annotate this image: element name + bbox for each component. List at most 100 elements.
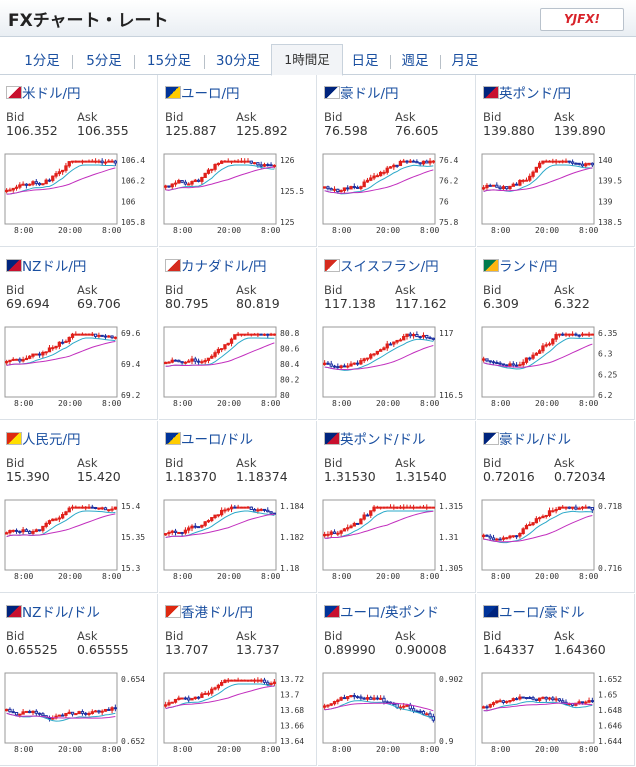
pair-name-link[interactable]: 英ポンド/円 — [499, 86, 572, 102]
tab-daily[interactable]: 日足 — [351, 53, 379, 69]
tab-monthly[interactable]: 月足 — [451, 53, 479, 69]
tab-1hour[interactable]: 1時間足 — [271, 44, 343, 76]
rate-card[interactable]: スイスフラン/円 Bid Ask 117.138 117.162 117 116.… — [318, 248, 476, 420]
pair-name-link[interactable]: 人民元/円 — [22, 432, 81, 448]
pair-name-link[interactable]: 豪ドル/円 — [340, 86, 399, 102]
candle-body — [392, 164, 396, 168]
ma-short-line — [165, 683, 275, 710]
rate-card[interactable]: 英ポンド/円 Bid Ask 139.880 139.890 140 139.5 1… — [477, 75, 635, 247]
ma-long-line — [483, 343, 593, 368]
pair-name-link[interactable]: 英ポンド/ドル — [340, 432, 426, 448]
candle-body — [87, 160, 91, 163]
candle-body — [11, 187, 15, 191]
pair-name-link[interactable]: NZドル/ドル — [22, 605, 100, 621]
candle-body — [415, 506, 419, 509]
candle-body — [537, 350, 542, 354]
candle-body — [229, 160, 234, 163]
candle-body — [57, 714, 62, 717]
candle-body — [551, 338, 555, 345]
candle-body — [180, 697, 184, 700]
candle-body — [200, 693, 204, 698]
tab-1min[interactable]: 1分足 — [24, 53, 60, 69]
pair-name-link[interactable]: スイスフラン/円 — [340, 259, 439, 275]
candle-body — [355, 362, 360, 365]
pair-name-link[interactable]: NZドル/円 — [22, 259, 87, 275]
candle-body — [183, 529, 188, 534]
candle-body — [167, 185, 171, 188]
candle-body — [547, 697, 552, 700]
tab-weekly[interactable]: 週足 — [401, 53, 429, 69]
tab-5min[interactable]: 5分足 — [86, 53, 122, 69]
rate-card[interactable]: 人民元/円 Bid Ask 15.390 15.420 15.4 15.35 15.… — [0, 421, 158, 593]
pair-name-link[interactable]: ユーロ/英ポンド — [340, 605, 440, 621]
candle-body — [521, 361, 525, 366]
pair-name-link[interactable]: 豪ドル/ドル — [499, 432, 572, 448]
candle-body — [425, 713, 429, 716]
candle-body — [67, 336, 71, 342]
rate-card[interactable]: NZドル/円 Bid Ask 69.694 69.706 69.6 69.4 69.… — [0, 248, 158, 420]
rate-card[interactable]: 英ポンド/ドル Bid Ask 1.31530 1.31540 1.315 1.3… — [318, 421, 476, 593]
rate-card[interactable]: 豪ドル/ドル Bid Ask 0.72016 0.72034 0.718 0.71… — [477, 421, 635, 593]
tab-30min[interactable]: 30分足 — [215, 53, 261, 69]
y-tick-label: 76 — [439, 197, 449, 206]
x-tick-label: 8:00 — [491, 399, 510, 408]
candle-body — [266, 509, 270, 513]
candle-body — [385, 701, 389, 704]
candle-body — [378, 506, 383, 509]
rate-card[interactable]: ユーロ/ドル Bid Ask 1.18370 1.18374 1.184 1.18… — [159, 421, 317, 593]
ask-label: Ask — [77, 283, 98, 297]
ask-label: Ask — [554, 456, 575, 470]
rate-card[interactable]: ユーロ/英ポンド Bid Ask 0.89990 0.90008 0.902 0.… — [318, 594, 476, 766]
tab-15min[interactable]: 15分足 — [146, 53, 192, 69]
mini-candlestick-chart[interactable]: 69.669.469.28:00 20:00 8:00 — [4, 326, 154, 416]
candle-body — [411, 160, 416, 163]
candle-body — [352, 695, 356, 698]
pair-name-link[interactable]: ユーロ/円 — [181, 86, 240, 102]
candle-body — [113, 707, 118, 710]
candle-body — [236, 679, 240, 682]
rate-card[interactable]: 豪ドル/円 Bid Ask 76.598 76.605 76.4 76.2 76 75… — [318, 75, 476, 247]
bid-label: Bid — [165, 456, 184, 470]
candle-body — [193, 179, 197, 183]
pair-name-link[interactable]: ランド/円 — [499, 259, 558, 275]
ask-value: 139.890 — [554, 123, 606, 138]
pair-name-link[interactable]: 米ドル/円 — [22, 86, 81, 102]
rate-card[interactable]: 米ドル/円 Bid Ask 106.352 106.355 106.4 106.2… — [0, 75, 158, 247]
pair-name-link[interactable]: ユーロ/ドル — [181, 432, 254, 448]
bid-label: Bid — [6, 629, 25, 643]
rate-card[interactable]: ランド/円 Bid Ask 6.309 6.322 6.35 6.3 6.25 6.2… — [477, 248, 635, 420]
candle-body — [196, 360, 201, 363]
yjfx-logo[interactable]: YJFX! — [540, 8, 624, 31]
rate-card[interactable]: ユーロ/豪ドル Bid Ask 1.64337 1.64360 1.652 1.6… — [477, 594, 635, 766]
candle-body — [398, 160, 403, 167]
candle-body — [524, 697, 529, 700]
candle-body — [196, 526, 201, 529]
rate-card[interactable]: ユーロ/円 Bid Ask 125.887 125.892 126 125.5 12… — [159, 75, 317, 247]
currency-flag-icon — [6, 259, 22, 272]
rate-card[interactable]: カナダドル/円 Bid Ask 80.795 80.819 80.8 80.6 80… — [159, 248, 317, 420]
y-tick-label: 1.644 — [598, 737, 622, 746]
rate-card[interactable]: NZドル/ドル Bid Ask 0.65525 0.65555 0.654 0.6… — [0, 594, 158, 766]
candle-body — [64, 340, 68, 343]
pair-name-link[interactable]: ユーロ/豪ドル — [499, 605, 585, 621]
candle-body — [24, 710, 29, 713]
pair-name-link[interactable]: 香港ドル/円 — [181, 605, 254, 621]
mini-candlestick-chart[interactable]: 6.356.36.256.28:00 20:00 8:00 — [481, 326, 631, 416]
candle-body — [210, 355, 214, 359]
rate-card[interactable]: 香港ドル/円 Bid Ask 13.707 13.737 13.72 13.7 13… — [159, 594, 317, 766]
pair-name-link[interactable]: カナダドル/円 — [181, 259, 267, 275]
